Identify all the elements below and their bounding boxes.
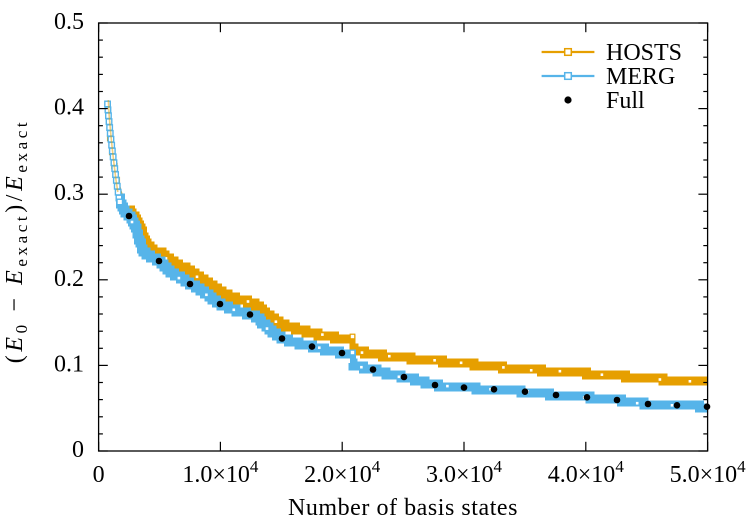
svg-text:0.5: 0.5 (54, 9, 84, 35)
svg-text:2.0×104: 2.0×104 (304, 457, 381, 488)
svg-text:MERG: MERG (606, 64, 675, 90)
svg-text:0.4: 0.4 (54, 95, 84, 121)
svg-text:3.0×104: 3.0×104 (426, 457, 503, 488)
svg-text:0: 0 (72, 437, 84, 463)
svg-text:0.3: 0.3 (54, 180, 84, 206)
svg-text:0.2: 0.2 (54, 266, 84, 292)
svg-text:HOSTS: HOSTS (606, 40, 682, 66)
svg-text:5.0×104: 5.0×104 (670, 457, 747, 488)
svg-text:Number of basis states: Number of basis states (288, 495, 518, 521)
svg-text:4.0×104: 4.0×104 (548, 457, 625, 488)
svg-text:Full: Full (606, 88, 645, 114)
svg-text:0: 0 (93, 462, 105, 488)
svg-text:0.1: 0.1 (54, 351, 84, 377)
svg-text:1.0×104: 1.0×104 (182, 457, 259, 488)
